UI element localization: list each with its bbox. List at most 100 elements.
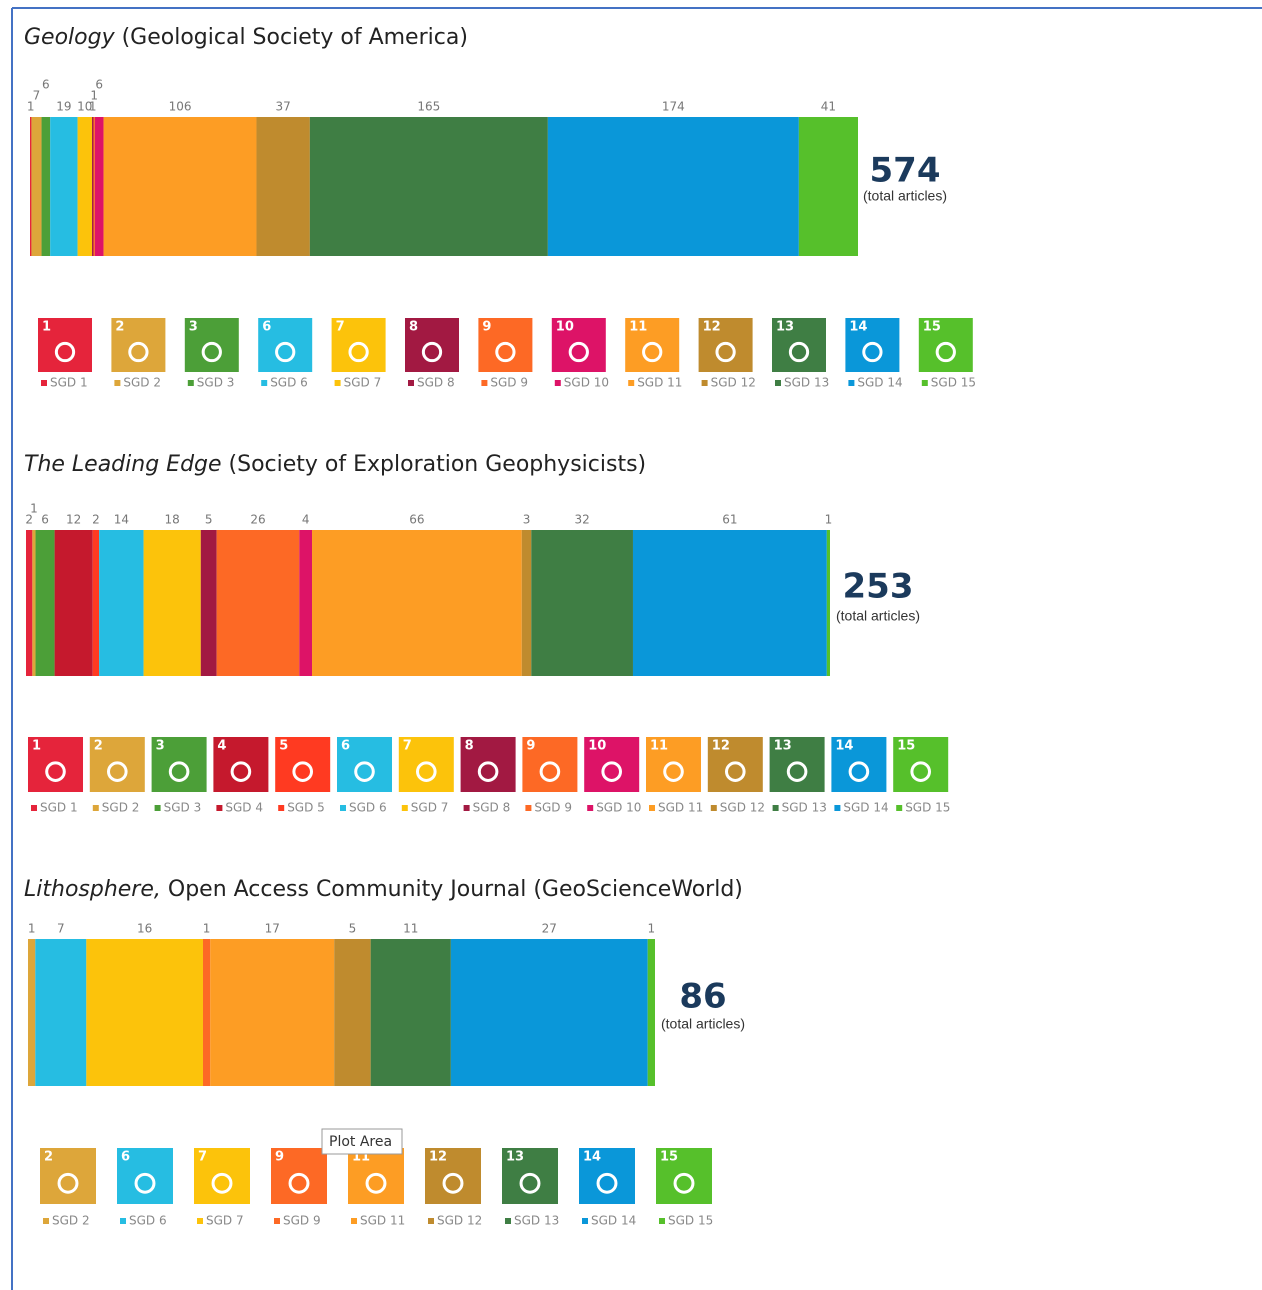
sdg-icon: [331, 318, 386, 372]
sdg-icon: [348, 1148, 404, 1204]
bar-segment: [50, 117, 78, 256]
sdg-icon: [579, 1148, 635, 1204]
sdg-icon-number: 6: [121, 1150, 130, 1165]
legend-swatch: [43, 1218, 49, 1224]
segment-label: 66: [409, 513, 424, 527]
segment-label: 3: [523, 513, 531, 527]
legend-label: SGD 11: [658, 801, 703, 815]
sdg-icon-number: 14: [583, 1150, 601, 1165]
sdg-icon: [831, 737, 887, 792]
legend-label: SGD 9: [534, 801, 572, 815]
sdg-icon-glyph: [673, 1172, 695, 1194]
legend-label: SGD 11: [360, 1214, 405, 1228]
sdg-icon-glyph: [935, 341, 956, 363]
sdg-icon-glyph: [57, 1172, 79, 1194]
sdg-icon: [111, 318, 166, 372]
sdg-icon-glyph: [442, 1172, 464, 1194]
legend-label: SGD 8: [417, 376, 455, 390]
legend-swatch: [481, 380, 488, 386]
sdg-icon: [918, 318, 973, 372]
sdg-icon-number: 1: [42, 320, 51, 335]
sdg-icon-number: 15: [923, 320, 941, 335]
legend-label: SGD 11: [637, 376, 682, 390]
sdg-icon-glyph: [715, 341, 736, 363]
bar-segment: [94, 117, 104, 256]
sdg-icon-number: 7: [198, 1150, 207, 1165]
legend-swatch: [896, 805, 903, 811]
sdg-icon-glyph: [539, 761, 561, 782]
sdg-icon: [398, 737, 454, 792]
sdg-icon-glyph: [421, 341, 443, 363]
sdg-icon: [151, 737, 207, 792]
sdg-icon: [425, 1148, 481, 1204]
legend-swatch: [261, 380, 268, 386]
legend-label: SGD 12: [437, 1214, 482, 1228]
sdg-icon-number: 9: [275, 1150, 284, 1165]
legend-swatch: [41, 380, 47, 386]
segment-label: 2: [92, 513, 100, 527]
segment-label: 26: [250, 513, 265, 527]
segment-label: 1: [825, 513, 833, 527]
legend-swatch: [649, 805, 655, 811]
sdg-icon-number: 2: [115, 320, 124, 335]
bar-segment: [312, 530, 522, 676]
bar-segment: [216, 530, 300, 676]
tooltip-box: [321, 1128, 403, 1155]
sdg-icon: [698, 318, 753, 372]
legend-swatch: [334, 380, 341, 386]
bar-segment: [632, 530, 827, 676]
legend-label: SGD 6: [129, 1214, 167, 1228]
legend-swatch: [408, 380, 414, 386]
bar-segment: [77, 117, 93, 256]
legend-label: SGD 12: [720, 801, 765, 815]
bar-segment: [826, 530, 830, 676]
sdg-icon-number: 10: [588, 739, 606, 754]
sdg-icon-number: 12: [712, 739, 730, 754]
sdg-icon-number: 9: [482, 320, 491, 335]
segment-label: 12: [66, 513, 81, 527]
sdg-icon-glyph: [788, 341, 810, 363]
sdg-icon-number: 8: [409, 320, 418, 335]
legend-swatch: [216, 805, 223, 811]
chart-title: The Leading Edge (Society of Exploration…: [24, 452, 646, 477]
segment-label: 32: [574, 513, 589, 527]
bar-segment: [647, 939, 655, 1086]
bar-segment: [26, 530, 33, 676]
sdg-icon-number: 13: [776, 320, 794, 335]
sdg-icon: [184, 318, 239, 372]
sdg-icon: [460, 737, 516, 792]
total-caption: (total articles): [836, 608, 920, 624]
legend-label: SGD 13: [514, 1214, 559, 1228]
sdg-icon-number: 15: [897, 739, 915, 754]
segment-label: 174: [662, 100, 685, 114]
segment-label: 106: [169, 100, 192, 114]
legend-label: SGD 3: [197, 376, 235, 390]
sdg-icon-glyph: [292, 761, 314, 782]
sdg-icon-number: 12: [429, 1150, 447, 1165]
legend-swatch: [120, 1218, 126, 1224]
sdg-icon-number: 11: [650, 739, 668, 754]
legend-label: SGD 15: [905, 801, 950, 815]
bar-segment: [31, 117, 42, 256]
segment-label: 10: [77, 100, 92, 114]
legend-label: SGD 9: [283, 1214, 321, 1228]
segment-label: 1: [28, 922, 36, 936]
sdg-icon-number: 3: [156, 739, 165, 754]
legend-swatch: [428, 1218, 434, 1224]
sdg-icon-glyph: [107, 761, 128, 782]
sdg-icon-number: 8: [465, 739, 474, 754]
sdg-icon-number: 2: [44, 1150, 53, 1165]
sdg-icon-glyph: [128, 341, 149, 363]
segment-label: 1: [27, 100, 35, 114]
legend-label: SGD 2: [102, 801, 140, 815]
bar-segment: [86, 939, 203, 1086]
legend-swatch: [187, 380, 194, 386]
title-journal: Lithosphere,: [24, 877, 161, 902]
segment-label: 61: [722, 513, 737, 527]
segment-label: 1: [89, 100, 97, 114]
total-value: 253: [843, 567, 914, 607]
legend-swatch: [554, 380, 561, 386]
legend-swatch: [525, 805, 532, 811]
sdg-icon: [478, 318, 533, 372]
